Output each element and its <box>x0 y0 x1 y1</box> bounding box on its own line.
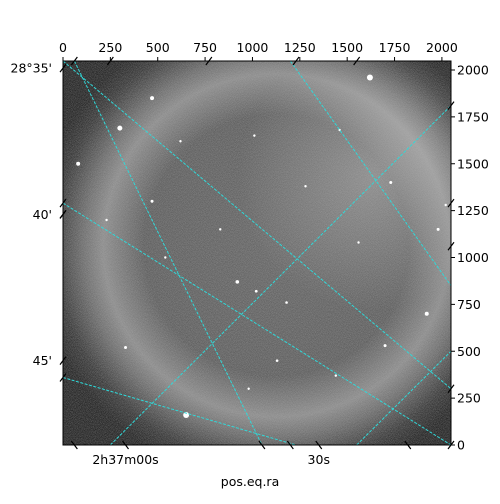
image-plot-area <box>63 61 451 445</box>
star-17 <box>334 374 338 377</box>
edge-tick-bottom-2 <box>286 440 294 450</box>
star-15 <box>275 359 279 362</box>
dec-tick-label-2: 45' <box>33 353 52 368</box>
right-tick-label-1250: 1250 <box>457 203 489 218</box>
star-11 <box>285 301 288 304</box>
star-24 <box>253 134 256 137</box>
star-14 <box>124 346 128 349</box>
star-7 <box>150 199 154 203</box>
right-tick-label-1000: 1000 <box>457 250 489 265</box>
ccd-image-noise <box>63 61 451 445</box>
dec-tick-2 <box>59 356 67 365</box>
star-20 <box>436 227 440 231</box>
right-tick-label-2000: 2000 <box>457 63 489 78</box>
edge-tick-right-3 <box>447 384 455 394</box>
edge-tick-right-4 <box>447 440 455 450</box>
edge-tick-left-1 <box>59 373 67 382</box>
star-9 <box>235 280 240 284</box>
edge-tick-right-2 <box>447 241 455 251</box>
top-tick-label-2000: 2000 <box>426 40 458 55</box>
edge-tick-top-3 <box>292 56 300 66</box>
star-10 <box>254 289 258 293</box>
star-22 <box>444 203 447 207</box>
right-pixel-axis: 0 250 500 750 1000 1250 1500 1750 2000 <box>451 63 489 453</box>
star-19 <box>357 241 360 244</box>
ra-tick-label-0: 2h37m00s <box>92 452 158 467</box>
plot-frame <box>62 60 452 446</box>
top-tick-label-1500: 1500 <box>331 40 363 55</box>
right-tick-label-0: 0 <box>457 438 465 453</box>
top-tick-label-0: 0 <box>59 40 67 55</box>
dec-tick-0 <box>59 63 67 73</box>
star-4 <box>389 181 393 184</box>
stars <box>76 74 447 418</box>
edge-tick-top-4 <box>353 56 361 66</box>
top-pixel-axis: 0 250 500 750 1000 1250 1500 1750 2000 <box>59 40 458 61</box>
top-tick-label-1750: 1750 <box>379 40 411 55</box>
grid-line-4 <box>73 61 263 445</box>
star-6 <box>304 185 307 188</box>
ra-tick-1 <box>315 440 323 450</box>
star-3 <box>76 161 81 166</box>
edge-tick-bottom-0 <box>70 440 78 450</box>
star-0 <box>366 74 373 81</box>
right-tick-label-250: 250 <box>457 391 481 406</box>
bottom-ra-axis: 2h37m00s 30s <box>70 440 412 467</box>
right-tick-label-1750: 1750 <box>457 109 489 124</box>
star-13 <box>383 344 387 348</box>
edge-tick-right-0 <box>447 101 455 110</box>
right-tick-label-500: 500 <box>457 344 481 359</box>
x-axis-label: pos.eq.ra <box>220 474 280 489</box>
right-tick-label-1500: 1500 <box>457 156 489 171</box>
dec-tick-label-0: 28°35' <box>11 61 53 76</box>
star-18 <box>105 218 108 222</box>
edge-tick-top-1 <box>106 56 114 66</box>
grid-line-3 <box>110 105 451 445</box>
left-dec-axis: 28°35' 40' 45' <box>11 56 455 450</box>
ra-tick-0 <box>122 440 129 450</box>
edge-tick-bottom-1 <box>258 440 266 450</box>
top-tick-label-750: 750 <box>193 40 217 55</box>
grid-line-5 <box>289 61 451 286</box>
edge-tick-bottom-3 <box>404 440 412 450</box>
top-tick-label-1250: 1250 <box>284 40 316 55</box>
star-12 <box>424 311 429 316</box>
grid-line-6 <box>356 350 451 445</box>
dec-tick-label-1: 40' <box>33 207 52 222</box>
top-tick-label-250: 250 <box>98 40 122 55</box>
star-2 <box>117 125 123 131</box>
edge-tick-top-2 <box>205 56 213 66</box>
top-tick-label-500: 500 <box>146 40 170 55</box>
edge-tick-right-1 <box>447 198 455 208</box>
top-tick-label-1000: 1000 <box>237 40 269 55</box>
edge-tick-left-0 <box>59 198 67 208</box>
star-8 <box>219 228 222 231</box>
grid-line-2 <box>63 61 451 390</box>
star-5 <box>179 140 182 143</box>
coordinate-grid <box>63 61 451 445</box>
star-23 <box>247 387 250 390</box>
star-1 <box>150 96 155 101</box>
right-tick-label-750: 750 <box>457 297 481 312</box>
star-16 <box>183 412 190 418</box>
edge-tick-top-0 <box>70 56 78 66</box>
ra-tick-label-1: 30s <box>308 452 330 467</box>
edge-tick-left-2 <box>59 210 67 219</box>
star-25 <box>164 256 167 259</box>
